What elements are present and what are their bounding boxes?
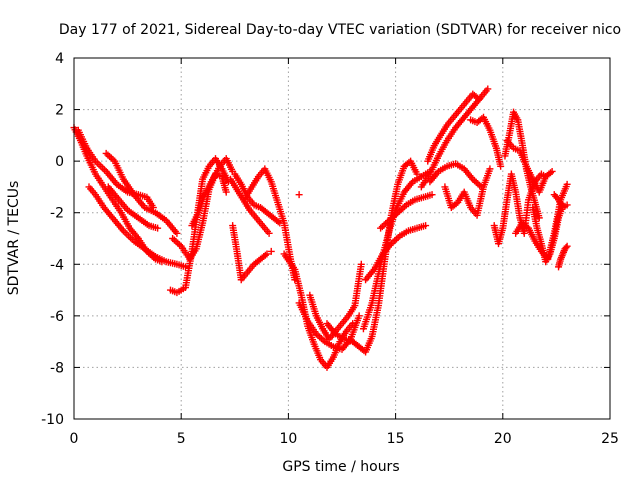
- data-point: [547, 169, 555, 177]
- series-track-12: [242, 165, 299, 284]
- data-point: [355, 312, 363, 320]
- series-track-23: [441, 165, 494, 219]
- x-axis-label: GPS time / hours: [282, 459, 399, 475]
- data-point: [428, 191, 436, 199]
- series-track-3: [85, 183, 189, 271]
- y-tick-label: -8: [50, 360, 64, 376]
- data-point: [357, 260, 365, 268]
- y-tick-label: 2: [55, 103, 64, 119]
- y-tick-label: -10: [41, 412, 64, 428]
- data-point: [486, 165, 494, 173]
- data-point: [422, 222, 430, 230]
- x-tick-label: 5: [177, 431, 186, 447]
- data-point: [261, 251, 269, 259]
- axis-ticks: 0 5 10 15 20 25 -10 -8 -6 -4 -2 0 2 4: [41, 51, 619, 447]
- y-tick-label: -2: [50, 206, 64, 222]
- data-point: [274, 218, 282, 226]
- series-track-21: [424, 90, 483, 165]
- y-axis-label: SDTVAR / TECUs: [6, 181, 22, 296]
- series-track-25: [490, 170, 550, 248]
- series-track-19: [377, 191, 436, 232]
- series-track-8: [188, 155, 237, 230]
- plot-frame: [73, 57, 611, 420]
- data-point: [497, 162, 505, 170]
- y-tick-label: -4: [50, 257, 64, 273]
- series-track-2: [74, 126, 157, 212]
- data-point: [563, 242, 571, 250]
- series-track-4: [102, 149, 181, 237]
- data-point: [181, 263, 189, 271]
- data-point: [265, 229, 273, 237]
- series-isolated: [267, 191, 303, 255]
- data-point: [563, 180, 571, 188]
- series-track-31: [550, 191, 571, 212]
- series-track-29: [529, 201, 567, 266]
- data-point: [173, 229, 181, 237]
- series-track-27: [503, 137, 556, 196]
- x-tick-label: 20: [494, 431, 512, 447]
- data-point: [222, 188, 230, 196]
- x-tick-label: 10: [279, 431, 297, 447]
- chart-title: Day 177 of 2021, Sidereal Day-to-day VTE…: [59, 22, 621, 38]
- y-tick-label: 4: [55, 51, 64, 67]
- series-track-14: [295, 299, 363, 353]
- data-point: [295, 191, 303, 199]
- y-tick-label: 0: [55, 154, 64, 170]
- series-track-24: [467, 113, 505, 170]
- data-point: [474, 94, 482, 102]
- series-track-20: [417, 85, 492, 191]
- series-track-18: [359, 167, 434, 333]
- series-track-22: [426, 160, 485, 191]
- data-point: [484, 85, 492, 93]
- x-tick-label: 25: [601, 431, 619, 447]
- data-point: [562, 244, 570, 252]
- x-tick-label: 15: [387, 431, 405, 447]
- data-point: [475, 95, 483, 103]
- series-track-30: [555, 242, 571, 271]
- data-marks: [70, 85, 571, 371]
- data-point: [548, 167, 556, 175]
- x-tick-label: 0: [70, 431, 79, 447]
- data-point: [154, 224, 162, 232]
- data-point: [267, 247, 275, 255]
- series-track-10: [229, 222, 271, 284]
- data-point: [535, 214, 543, 222]
- y-tick-label: -6: [50, 309, 64, 325]
- series-track-5: [104, 183, 162, 232]
- data-point: [263, 250, 271, 258]
- data-point: [563, 201, 571, 209]
